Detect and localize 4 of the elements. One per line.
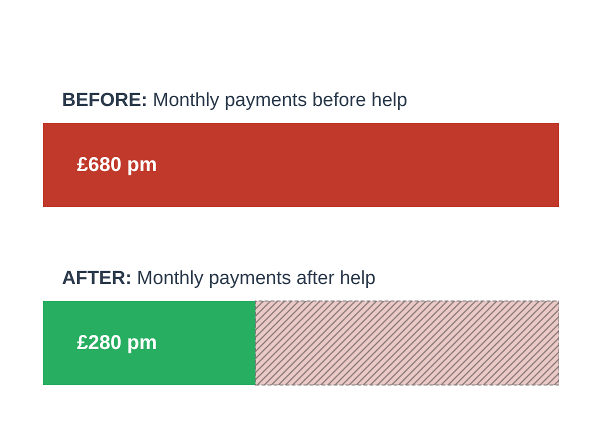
data-label: £680 pm <box>77 154 158 176</box>
data-label: £280 pm <box>77 332 158 354</box>
y-tick-label: AFTER: Monthly payments after help <box>62 268 376 289</box>
y-tick-label: BEFORE: Monthly payments before help <box>62 90 408 111</box>
